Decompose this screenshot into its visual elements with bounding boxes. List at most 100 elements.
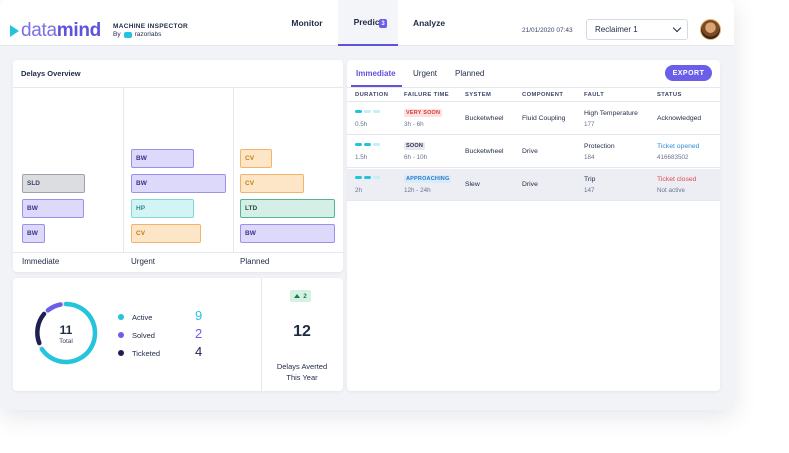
duration-bar-segment xyxy=(373,143,380,146)
delay-pill-bw[interactable]: BW xyxy=(22,199,84,218)
user-avatar[interactable] xyxy=(700,19,721,40)
component-value: Drive xyxy=(522,148,538,155)
delay-pill-cv[interactable]: CV xyxy=(240,149,272,168)
delay-pill-bw[interactable]: BW xyxy=(131,149,194,168)
legend-label: Ticketed xyxy=(132,348,161,358)
delays-table-card: Immediate Urgent Planned EXPORT DURATION… xyxy=(347,60,720,391)
averted-label-line2: This Year xyxy=(286,373,318,382)
fault-code: 147 xyxy=(584,187,595,194)
total-count: 11 xyxy=(59,323,73,337)
arrow-up-icon xyxy=(294,294,301,298)
table-row-selected[interactable]: 2h APPROACHING 12h - 24h Slew Drive Trip… xyxy=(347,169,720,201)
pill-label: CV xyxy=(245,155,255,162)
duration-bar-segment xyxy=(373,110,380,113)
active-tab-indicator xyxy=(351,85,402,87)
averted-label-line1: Delays Averted xyxy=(276,362,328,371)
pill-label: BW xyxy=(136,180,147,187)
divider xyxy=(13,252,343,253)
donut-segment-active xyxy=(39,301,98,365)
status-ticket-closed[interactable]: Ticket closed xyxy=(657,176,697,183)
fault-code: 177 xyxy=(584,121,595,128)
column-divider xyxy=(233,88,234,252)
export-button[interactable]: EXPORT xyxy=(665,65,712,81)
legend-active: Active xyxy=(118,311,152,323)
delay-pill-cv[interactable]: CV xyxy=(131,224,201,243)
fault-value: High Temperature xyxy=(584,110,638,117)
column-header-fault[interactable]: FAULT xyxy=(584,92,605,98)
datamind-logo[interactable]: datamind xyxy=(10,20,101,42)
duration-value: 1.5h xyxy=(355,154,368,161)
legend-label: Active xyxy=(132,312,153,322)
failure-time-value: 6h - 10h xyxy=(404,154,428,161)
ticketed-count: 4 xyxy=(195,344,203,359)
system-value: Bucketwheel xyxy=(465,115,504,122)
divider xyxy=(347,87,720,88)
delay-pill-bw[interactable]: BW xyxy=(131,174,226,193)
pill-label: CV xyxy=(245,180,255,187)
delay-pill-bw[interactable]: BW xyxy=(240,224,335,243)
predict-count-badge: 3 xyxy=(379,19,387,28)
delay-pill-ltd[interactable]: LTD xyxy=(240,199,335,218)
summary-divider xyxy=(261,278,262,391)
delay-pill-cv[interactable]: CV xyxy=(240,174,304,193)
pill-label: BW xyxy=(27,230,38,237)
delays-averted-count: 12 xyxy=(293,323,311,340)
column-header-failure-time[interactable]: FAILURE TIME xyxy=(404,92,450,98)
nav-predict[interactable]: Predict 3 xyxy=(338,0,398,46)
app-window: datamind MACHINE INSPECTOR By razorlabs … xyxy=(0,0,734,410)
divider xyxy=(347,101,720,102)
column-label-planned: Planned xyxy=(240,257,270,266)
nav-monitor-label: Monitor xyxy=(291,18,323,28)
fault-code: 184 xyxy=(584,154,595,161)
delay-pill-bw[interactable]: BW xyxy=(22,224,45,243)
divider xyxy=(13,87,343,88)
duration-value: 2h xyxy=(355,187,363,194)
razorlabs-logo-icon xyxy=(123,32,132,38)
total-label: Total xyxy=(59,338,73,345)
tab-immediate[interactable]: Immediate xyxy=(356,69,396,78)
nav-analyze[interactable]: Analyze xyxy=(398,0,460,46)
trend-value: 2 xyxy=(303,292,307,300)
failure-time-value: 3h - 6h xyxy=(404,121,424,128)
logo-play-icon xyxy=(10,25,19,37)
donut-segment-ticketed xyxy=(35,311,47,346)
pill-label: SLD xyxy=(27,180,40,187)
status-link-ticket-opened[interactable]: Ticket opened xyxy=(657,143,700,150)
solved-dot-icon xyxy=(118,332,124,338)
delay-pill-hp[interactable]: HP xyxy=(131,199,194,218)
status-detail: Not active xyxy=(657,187,685,194)
duration-bar-segment xyxy=(355,176,362,179)
donut-segment-solved xyxy=(45,302,63,313)
column-header-component[interactable]: COMPONENT xyxy=(522,92,564,98)
product-name: MACHINE INSPECTOR xyxy=(113,23,189,30)
component-value: Drive xyxy=(522,181,538,188)
table-row[interactable]: 0.5h VERY SOON 3h - 6h Bucketwheel Fluid… xyxy=(347,103,720,135)
pill-label: HP xyxy=(136,205,146,212)
partner-name: razorlabs xyxy=(134,31,162,38)
tab-planned[interactable]: Planned xyxy=(455,69,485,78)
duration-bar-segment xyxy=(364,176,371,179)
column-header-status[interactable]: STATUS xyxy=(657,92,682,98)
by-label: By xyxy=(113,31,121,38)
nav-predict-label: Predict xyxy=(353,17,383,27)
pill-label: BW xyxy=(27,205,38,212)
duration-progress xyxy=(355,110,380,113)
pill-label: BW xyxy=(136,155,147,162)
column-header-duration[interactable]: DURATION xyxy=(355,92,389,98)
active-dot-icon xyxy=(118,314,124,320)
column-label-urgent: Urgent xyxy=(131,257,156,266)
column-header-system[interactable]: SYSTEM xyxy=(465,92,492,98)
column-divider xyxy=(123,88,124,252)
active-count: 9 xyxy=(195,308,203,323)
system-value: Bucketwheel xyxy=(465,148,504,155)
tab-urgent[interactable]: Urgent xyxy=(413,69,438,78)
pill-label: BW xyxy=(245,230,256,237)
chevron-down-icon xyxy=(672,23,682,33)
table-row[interactable]: 1.5h SOON 6h - 10h Bucketwheel Drive Pro… xyxy=(347,136,720,168)
top-header: datamind MACHINE INSPECTOR By razorlabs … xyxy=(0,0,734,46)
delay-pill-sld[interactable]: SLD xyxy=(22,174,85,193)
status-value: Acknowledged xyxy=(657,115,702,122)
machine-select[interactable]: Reclaimer 1 xyxy=(586,19,688,40)
duration-progress xyxy=(355,143,380,146)
nav-monitor[interactable]: Monitor xyxy=(276,0,338,46)
